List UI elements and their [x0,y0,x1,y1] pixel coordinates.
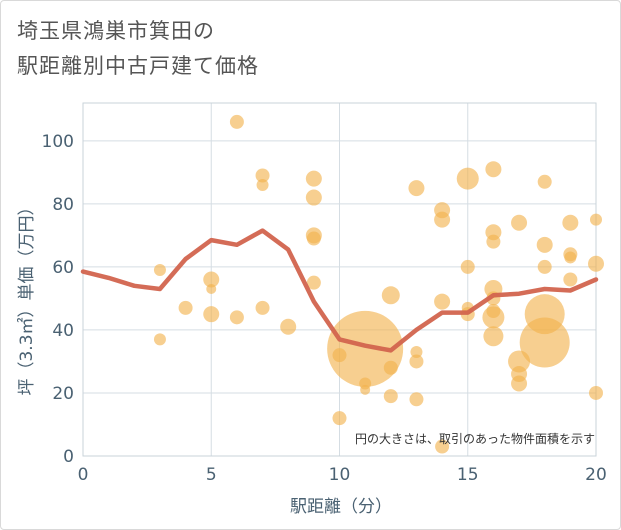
y-tick-label: 80 [52,195,74,215]
bubble-point [360,384,371,395]
bubble-point [435,439,450,454]
bubble-point [409,354,424,369]
bubble-point [460,259,475,274]
bubble-point [511,214,528,231]
chart-title-line1: 埼玉県鴻巣市箕田の [17,19,215,43]
bubble-point [306,231,321,246]
bubble-point [206,283,217,294]
bubble-point [203,271,220,288]
bubble-point [305,170,322,187]
bubble-point [409,392,424,407]
bubble-point [537,174,552,189]
bubble-point [229,114,244,129]
bubble-series [153,114,604,454]
bubble-point [482,306,505,329]
bubble-point [536,236,553,253]
y-tick-label: 40 [52,321,74,341]
size-annotation: 円の大きさは、取引のあった物件面積を示す [355,431,595,446]
bubble-point [306,275,321,290]
bubble-point [255,300,270,315]
y-tick-label: 0 [63,447,74,467]
bubble-point [485,161,502,178]
bubble-point [563,272,578,287]
grid-lines [82,102,597,457]
bubble-point [178,300,193,315]
y-axis-label: 坪（3.3㎡）単価（万円） [17,198,37,395]
average-line [80,228,599,353]
bubble-point [483,326,504,347]
axes: 0 5 10 15 20 0 20 40 60 80 100 [42,132,607,485]
bubble-point [410,345,423,358]
y-tick-label: 100 [42,132,74,152]
bubble-point [434,293,451,310]
bubble-point [229,310,244,325]
bubble-point [203,306,220,323]
bubble-point [588,255,604,272]
bubble-point [255,168,270,183]
x-tick-label: 10 [329,465,351,485]
bubble-point [153,264,166,277]
y-tick-label: 60 [52,258,74,278]
bubble-point [332,411,347,426]
bubble-point [564,251,577,264]
x-tick-label: 20 [585,465,607,485]
bubble-point [381,286,400,305]
x-tick-label: 5 [206,465,217,485]
bubble-point [383,360,398,375]
bubble-point [383,389,398,404]
bubble-point [537,259,552,274]
y-tick-label: 20 [52,384,74,404]
x-axis-label: 駅距離（分） [290,497,392,517]
x-tick-label: 0 [78,465,89,485]
average-line-series [80,228,599,353]
bubble-point [408,180,425,197]
bubble-point [562,214,579,231]
bubble-point [519,317,570,368]
bubble-point [434,211,451,228]
x-tick-label: 15 [457,465,479,485]
bubble-point [280,318,297,335]
bubble-point [590,213,602,226]
bubble-point [305,189,322,206]
chart-title: 埼玉県鴻巣市箕田の 駅距離別中古戸建て価格 [17,14,259,84]
bubble-point [153,333,166,346]
bubble-point [486,234,501,249]
bubble-point [589,385,603,400]
chart-title-line2: 駅距離別中古戸建て価格 [17,54,259,78]
bubble-point [456,167,479,190]
bubble-point [256,178,269,191]
bubble-point [511,375,528,392]
